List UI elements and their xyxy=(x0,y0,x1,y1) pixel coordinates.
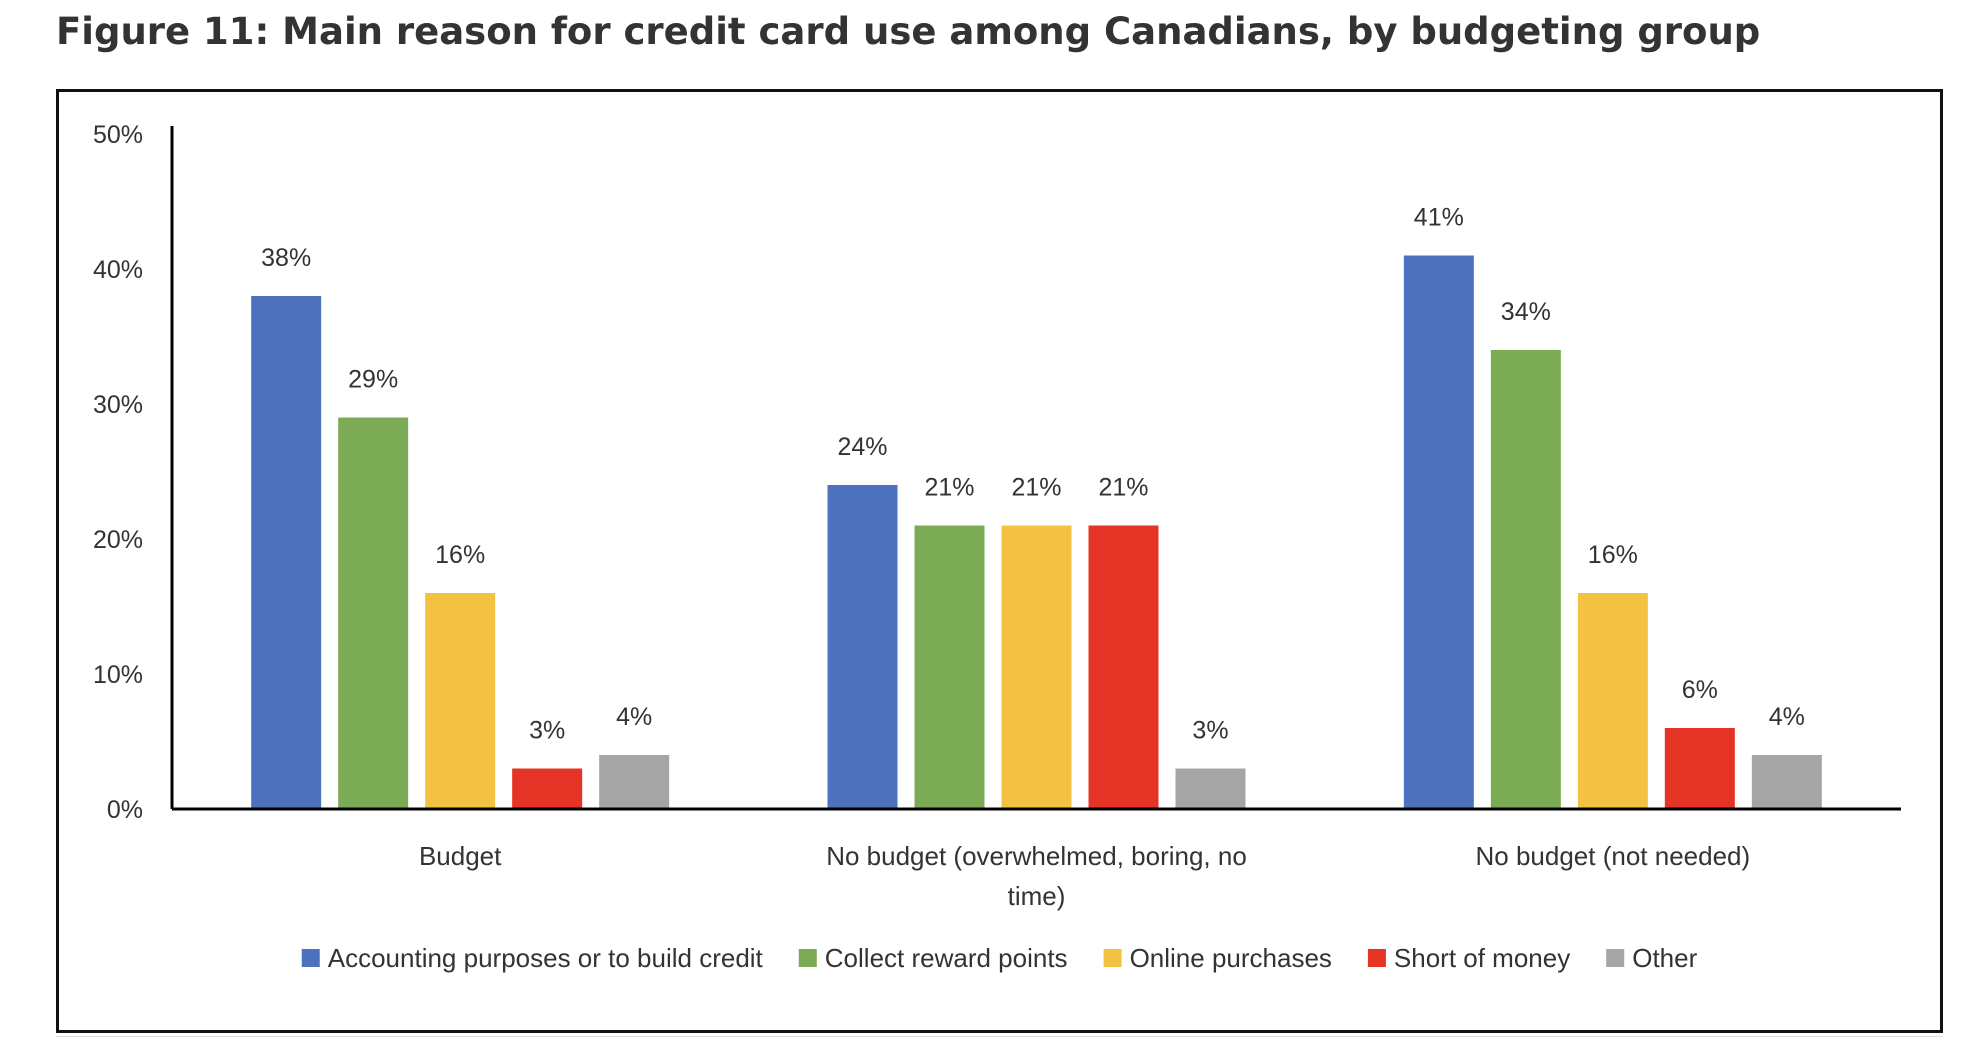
x-tick-label: No budget (not needed) xyxy=(1476,841,1751,871)
bar-chart: 0% 10% 20% 30% 40% 50% 38% 24% 41% 29% 21% 34% 16% 2… xyxy=(93,121,1901,973)
y-tick-label: 0% xyxy=(107,796,143,824)
bar-value-label: 3% xyxy=(529,717,565,745)
legend: Accounting purposes or to build credit Co… xyxy=(301,943,1698,973)
bar xyxy=(1175,768,1246,809)
y-tick-label: 50% xyxy=(93,121,143,149)
bar-value-label: 29% xyxy=(348,366,398,394)
bar xyxy=(1001,525,1072,809)
bar xyxy=(512,768,583,809)
bar xyxy=(1490,350,1561,809)
bar xyxy=(1403,255,1474,809)
legend-swatch xyxy=(1103,949,1122,967)
legend-swatch xyxy=(798,949,817,967)
bar xyxy=(599,755,670,809)
y-tick-label: 40% xyxy=(93,256,143,284)
bar-value-label: 16% xyxy=(1588,541,1638,569)
y-axis: 0% 10% 20% 30% 40% 50% xyxy=(93,121,174,824)
bar-value-label: 21% xyxy=(924,474,974,502)
bar-value-label: 3% xyxy=(1192,717,1228,745)
legend-swatch xyxy=(1367,949,1386,967)
legend-label: Online purchases xyxy=(1130,943,1332,973)
x-axis: Budget No budget (overwhelmed, boring, no… xyxy=(172,807,1901,911)
legend-swatch xyxy=(301,949,320,967)
bar-value-label: 21% xyxy=(1011,474,1061,502)
bar xyxy=(251,296,322,809)
chart-frame: 0% 10% 20% 30% 40% 50% 38% 24% 41% 29% 21% 34% 16% 2… xyxy=(56,89,1943,1033)
bar xyxy=(1664,728,1735,809)
bar xyxy=(1577,593,1648,809)
x-tick-label: Budget xyxy=(419,841,502,871)
bar-value-label: 4% xyxy=(616,703,652,731)
bar-value-label: 24% xyxy=(837,433,887,461)
figure-bottom-divider xyxy=(56,1036,1943,1050)
y-tick-label: 20% xyxy=(93,526,143,554)
bar-value-label: 6% xyxy=(1682,676,1718,704)
bar-value-label: 38% xyxy=(261,244,311,272)
bar-value-label: 4% xyxy=(1769,703,1805,731)
bars: 38% 24% 41% 29% 21% 34% 16% 21% 16% 3% 21% 6% 4% 3% 4% xyxy=(251,204,1822,809)
bar-value-label: 41% xyxy=(1414,204,1464,232)
legend-label: Other xyxy=(1632,943,1697,973)
bar xyxy=(1751,755,1822,809)
bar xyxy=(425,593,496,809)
bar-value-label: 34% xyxy=(1501,298,1551,326)
legend-label: Short of money xyxy=(1394,943,1570,973)
y-tick-label: 30% xyxy=(93,391,143,419)
x-tick-label: No budget (overwhelmed, boring, no xyxy=(826,841,1247,871)
bar-value-label: 16% xyxy=(435,541,485,569)
bar xyxy=(1088,525,1159,809)
bar xyxy=(338,417,409,809)
legend-swatch xyxy=(1606,949,1625,967)
legend-label: Collect reward points xyxy=(825,943,1068,973)
y-tick-label: 10% xyxy=(93,661,143,689)
figure-title: Figure 11: Main reason for credit card u… xyxy=(56,10,1761,53)
bar xyxy=(914,525,985,809)
bar xyxy=(827,485,898,809)
bar-value-label: 21% xyxy=(1098,474,1148,502)
x-tick-label: time) xyxy=(1008,881,1066,911)
legend-label: Accounting purposes or to build credit xyxy=(328,943,764,973)
